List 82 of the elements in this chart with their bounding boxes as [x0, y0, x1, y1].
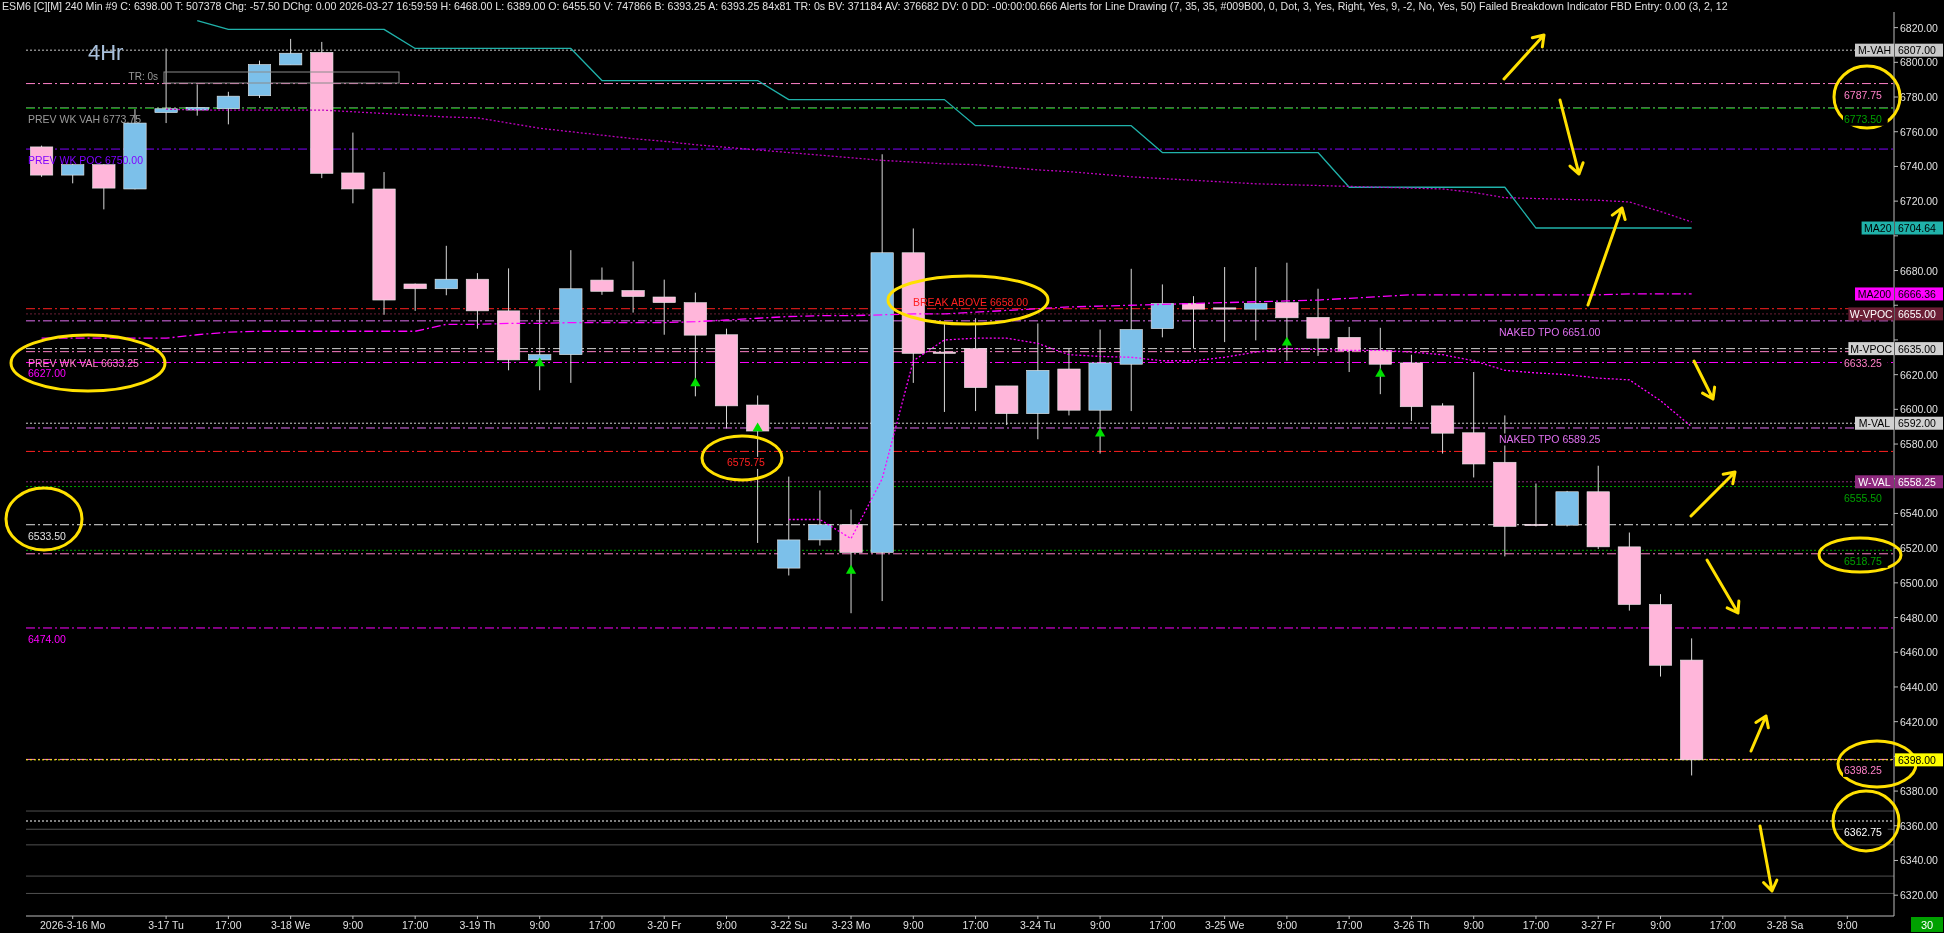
ref-line-label: M-VAH — [1857, 44, 1892, 57]
x-tick-label: 9:00 — [903, 919, 924, 931]
y-tick-label: 6780.00 — [1900, 91, 1939, 104]
x-tick-label: 3-22 Su — [770, 919, 808, 931]
y-tick-label: 6720.00 — [1900, 195, 1939, 208]
ref-line-label: W-VPOC — [1849, 307, 1894, 320]
x-tick-label: 3-17 Tu — [148, 919, 185, 931]
x-tick-label: 3-28 Sa — [1766, 919, 1804, 931]
annotation: 6575.75 — [727, 456, 766, 469]
y-tick-label: 6360.00 — [1900, 819, 1939, 832]
x-tick-label: 9:00 — [1837, 919, 1858, 931]
annotation: NAKED TPO 6589.25 — [1499, 433, 1601, 445]
text: 6666.36 — [1898, 287, 1937, 300]
y-tick-label: 6740.00 — [1900, 160, 1939, 173]
y-tick-label: 6580.00 — [1900, 438, 1939, 451]
y-tick-label: 6320.00 — [1900, 889, 1939, 902]
x-tick-label: 17:00 — [1149, 919, 1176, 931]
annotation: 6398.25 — [1844, 764, 1883, 777]
annotation: TR: 0s — [128, 71, 158, 82]
y-tick-label: 6820.00 — [1900, 21, 1939, 34]
text: 30 — [1920, 919, 1934, 931]
y-tick-label: 6600.00 — [1900, 403, 1939, 416]
x-tick-label: 9:00 — [1089, 919, 1111, 931]
x-tick-label: 17:00 — [215, 919, 242, 931]
x-tick-label: 3-18 We — [270, 919, 311, 931]
x-tick-label: 9:00 — [1276, 919, 1298, 931]
annotation: 6518.75 — [1844, 555, 1883, 568]
y-tick-label: 6540.00 — [1900, 507, 1939, 520]
x-tick-label: 9:00 — [1463, 919, 1485, 931]
y-tick-label: 6620.00 — [1900, 368, 1939, 381]
y-tick-label: 6460.00 — [1900, 646, 1939, 659]
y-tick-label: 6440.00 — [1900, 680, 1939, 693]
x-tick-label: 9:00 — [716, 919, 737, 931]
x-tick-label: 9:00 — [342, 919, 364, 931]
y-tick-label: 6500.00 — [1900, 576, 1939, 589]
text: 6558.25 — [1898, 475, 1937, 488]
x-tick-label: 3-25 We — [1204, 919, 1245, 931]
text: 6704.64 — [1898, 222, 1937, 235]
text: 6807.00 — [1898, 44, 1937, 57]
annotation: 6627.00 — [28, 367, 67, 380]
legend-label: MA20 — [1864, 222, 1892, 235]
ref-line-label: W-VAL — [1858, 475, 1891, 488]
x-tick-label: 2026-3-16 Mo — [40, 919, 106, 931]
x-tick-label: 3-24 Tu — [1020, 919, 1056, 931]
x-tick-label: 17:00 — [402, 919, 429, 931]
x-tick-label: 9:00 — [529, 919, 551, 931]
x-tick-label: 3-27 Fr — [1581, 919, 1616, 931]
annotation: 6787.75 — [1844, 88, 1883, 101]
x-tick-label: 17:00 — [588, 919, 616, 931]
x-tick-label: 3-19 Th — [459, 919, 496, 931]
y-tick-label: 6340.00 — [1900, 854, 1939, 867]
annotation: 6474.00 — [28, 632, 67, 645]
annotation: 4Hr — [88, 40, 124, 65]
y-tick-label: 6420.00 — [1900, 715, 1939, 728]
y-tick-label: 6380.00 — [1900, 785, 1939, 798]
text: 6398.00 — [1898, 753, 1937, 766]
annotation: 6533.50 — [28, 529, 67, 542]
text: 6592.00 — [1898, 417, 1937, 430]
annotation: 6773.50 — [1844, 113, 1883, 126]
text: 6635.00 — [1898, 342, 1937, 355]
y-tick-label: 6680.00 — [1900, 264, 1939, 277]
x-tick-label: 17:00 — [1522, 919, 1550, 931]
x-tick-label: 17:00 — [1709, 919, 1737, 931]
annotation: NAKED TPO 6651.00 — [1499, 325, 1601, 338]
y-tick-label: 6520.00 — [1900, 542, 1939, 555]
x-tick-label: 3-23 Mo — [831, 919, 871, 931]
text: 6655.00 — [1898, 307, 1937, 320]
x-tick-label: 3-20 Fr — [647, 919, 682, 931]
annotation: 6633.25 — [1844, 356, 1883, 369]
y-tick-label: 6480.00 — [1900, 611, 1939, 624]
x-tick-label: 9:00 — [1650, 919, 1671, 931]
annotation: 6362.75 — [1844, 826, 1883, 838]
chart-title: ESM6 [C][M] 240 Min #9 C: 6398.00 T: 507378 Chg: -57.50 DChg: 0.00 2026-03-27 16:59:59 H: 6468.00 L: 6389.00 O: 6455.50 V: 747866 B: 6393.25 A: 6393.25 84x81 TR: 0s BV: 371184 AV: 376682 DV: 0 DD: -00:00:00.666 Alerts for Line Drawing (7, 35, 35, #009B00, 0, Dot, 3, Yes, Right, Yes, 9, -2, No, Yes, 50) Failed Breakdown Indicator FBD Entry: 0.00 (3, 2, 12 — [2, 0, 1728, 12]
x-tick-label: 17:00 — [1336, 919, 1363, 931]
legend-label: MA200 — [1857, 287, 1892, 300]
y-tick-label: 6760.00 — [1900, 125, 1939, 138]
ref-line-label: M-VPOC — [1850, 342, 1893, 355]
annotation: 6555.50 — [1844, 491, 1883, 504]
x-tick-label: 3-26 Th — [1393, 919, 1430, 931]
x-tick-label: 17:00 — [962, 919, 989, 931]
ref-line-label: M-VAL — [1858, 417, 1891, 430]
y-tick-label: 6800.00 — [1900, 56, 1939, 69]
